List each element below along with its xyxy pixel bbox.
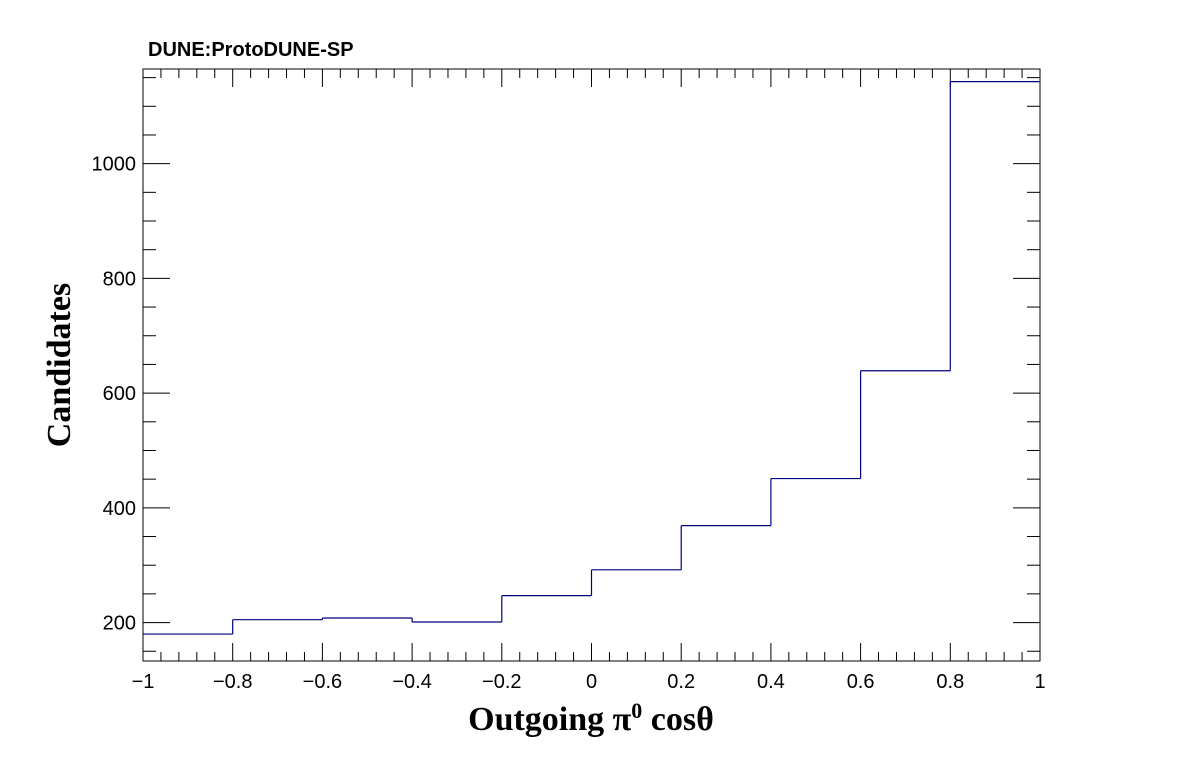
x-tick-label: 0	[586, 671, 597, 693]
y-tick-label: 200	[103, 613, 136, 635]
x-tick-label: −0.8	[213, 671, 252, 693]
y-tick-label: 800	[103, 268, 136, 290]
x-tick-label: −1	[132, 671, 155, 693]
y-tick-labels: 200 400 600 800 1000	[92, 154, 137, 635]
y-tick-label: 1000	[92, 154, 137, 176]
x-tick-labels: −1 −0.8 −0.6 −0.4 −0.2 0 0.2 0.4 0.6 0.8 1	[132, 671, 1046, 693]
major-ticks	[142, 69, 1041, 661]
experiment-label: DUNE:ProtoDUNE-SP	[148, 39, 354, 61]
y-tick-label: 400	[103, 498, 136, 520]
x-tick-label: −0.4	[392, 671, 431, 693]
x-tick-label: 0.4	[757, 671, 785, 693]
x-tick-label: 0.2	[667, 671, 695, 693]
x-axis-title: Outgoing π0 cosθ	[468, 698, 714, 738]
y-tick-label: 600	[103, 383, 136, 405]
histogram-bins	[143, 81, 1040, 635]
minor-ticks	[143, 69, 1040, 661]
x-tick-label: −0.6	[303, 671, 342, 693]
x-axis-title-suffix: cosθ	[642, 701, 714, 738]
x-axis-title-prefix: Outgoing π	[468, 701, 632, 738]
x-tick-label: 0.6	[847, 671, 875, 693]
x-tick-label: 1	[1034, 671, 1045, 693]
x-tick-label: 0.8	[936, 671, 964, 693]
x-tick-label: −0.2	[482, 671, 521, 693]
y-axis-title: Candidates	[41, 283, 78, 447]
x-axis-title-superscript: 0	[631, 698, 642, 723]
